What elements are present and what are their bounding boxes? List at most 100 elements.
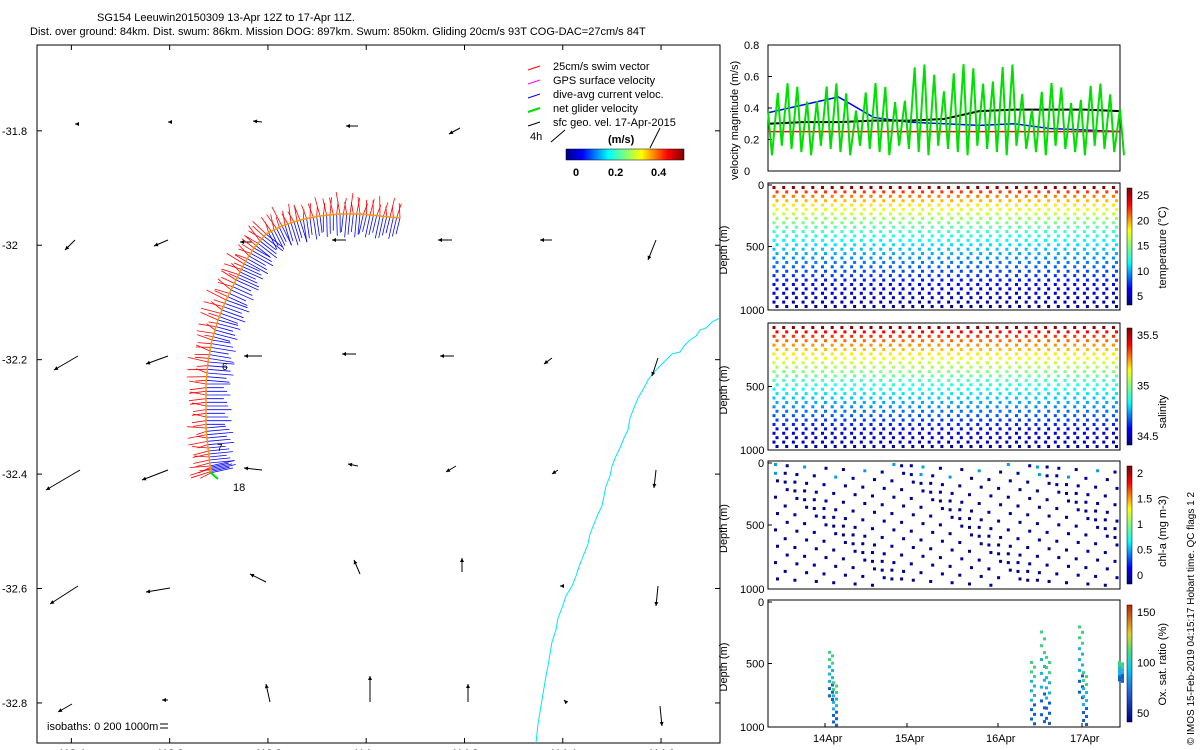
- scatter-marker: [869, 238, 873, 242]
- dac-vector: [290, 222, 299, 246]
- scatter-marker: [830, 370, 834, 374]
- scatter-marker: [950, 339, 954, 343]
- scatter-marker: [1092, 186, 1096, 189]
- scatter-marker: [879, 440, 883, 444]
- scatter-marker: [930, 243, 934, 247]
- scatter-marker: [772, 378, 776, 382]
- scatter-marker: [1035, 489, 1039, 493]
- scatter-marker: [900, 577, 904, 581]
- scatter-marker: [919, 505, 923, 509]
- scatter-marker: [987, 543, 991, 547]
- scatter-marker: [958, 573, 962, 577]
- scatter-marker: [966, 352, 970, 356]
- scatter-marker: [938, 523, 942, 527]
- scatter-marker: [774, 463, 777, 466]
- scatter-marker: [1027, 427, 1031, 431]
- scatter-marker: [1078, 690, 1081, 694]
- scatter-marker: [911, 374, 915, 378]
- scatter-marker: [872, 383, 876, 387]
- scatter-marker: [1044, 221, 1048, 225]
- scatter-marker: [1063, 282, 1067, 286]
- scatter-marker: [863, 558, 867, 562]
- scatter-marker: [801, 334, 805, 338]
- scatter-marker: [804, 400, 808, 404]
- scatter-marker: [850, 352, 854, 356]
- scatter-marker: [1105, 409, 1109, 413]
- scatter-marker: [1082, 370, 1086, 374]
- scatter-marker: [785, 243, 789, 247]
- scatter-marker: [1043, 637, 1046, 641]
- scatter-marker: [821, 414, 824, 418]
- scatter-marker: [772, 414, 776, 418]
- scatter-marker: [927, 422, 931, 426]
- scatter-marker: [879, 326, 883, 329]
- scatter-marker: [979, 190, 983, 194]
- scatter-marker: [1081, 674, 1084, 678]
- swim-vector: [195, 368, 208, 374]
- scatter-marker: [833, 208, 837, 212]
- scatter-marker: [1102, 343, 1106, 347]
- scatter-marker: [948, 564, 952, 568]
- scatter-marker: [882, 519, 886, 523]
- scatter-marker: [1024, 370, 1028, 374]
- scatter-marker: [985, 370, 989, 374]
- scatter-marker: [927, 440, 931, 444]
- colorbar-tick-label: 5: [1137, 291, 1143, 303]
- scatter-marker: [872, 445, 876, 448]
- scatter-marker: [1027, 445, 1031, 448]
- scatter-marker: [998, 225, 1002, 229]
- scatter-marker: [888, 405, 892, 409]
- scatter-marker: [1047, 445, 1051, 448]
- scatter-marker: [909, 464, 913, 468]
- scatter-marker: [871, 551, 874, 555]
- scatter-marker: [921, 296, 924, 300]
- track-label-18: 18: [233, 482, 245, 494]
- scatter-ytick-label: 500: [746, 242, 764, 254]
- swim-vector: [189, 387, 207, 391]
- scatter-marker: [950, 216, 954, 220]
- scatter-marker: [908, 256, 912, 260]
- scatter-marker: [872, 296, 876, 300]
- scatter-marker: [782, 186, 786, 189]
- scatter-marker: [785, 374, 789, 378]
- scatter-marker: [985, 334, 989, 338]
- scatter-marker: [1112, 405, 1115, 409]
- scatter-ytick-label: 1000: [740, 722, 764, 734]
- scatter-marker: [1115, 199, 1118, 203]
- scatter-marker: [863, 534, 867, 538]
- scatter-marker: [985, 361, 989, 365]
- scatter-marker: [1053, 194, 1057, 198]
- scatter-marker: [911, 392, 915, 396]
- scatter-marker: [794, 208, 798, 212]
- scatter-marker: [783, 471, 787, 475]
- scatter-marker: [908, 203, 912, 207]
- scatter-marker: [835, 691, 838, 695]
- scatter-marker: [859, 405, 863, 409]
- scatter-marker: [888, 396, 892, 400]
- scatter-marker: [832, 491, 836, 495]
- scatter-marker: [1102, 265, 1106, 269]
- scatter-marker: [930, 305, 934, 308]
- scatter-marker: [985, 300, 989, 304]
- scatter-marker: [1056, 365, 1060, 369]
- scatter-marker: [1024, 212, 1028, 216]
- scatter-marker: [1095, 269, 1099, 273]
- scatter-marker: [1063, 194, 1067, 198]
- scatter-marker: [1076, 243, 1080, 247]
- swim-vector: [248, 225, 261, 242]
- scatter-marker: [1115, 519, 1119, 523]
- swim-vector: [281, 213, 289, 225]
- scatter-marker: [1105, 208, 1109, 212]
- scatter-marker: [927, 300, 931, 304]
- scatter-marker: [1027, 243, 1031, 247]
- scatter-marker: [791, 256, 795, 260]
- scatter-marker: [1024, 405, 1028, 409]
- scatter-marker: [979, 418, 983, 422]
- scatter-marker: [1073, 361, 1077, 365]
- scatter-marker: [1063, 238, 1067, 242]
- scatter-marker: [940, 348, 944, 352]
- dac-vector: [259, 240, 277, 255]
- map-colorbar-tick-0.2: 0.2: [608, 167, 623, 179]
- scatter-marker: [1073, 343, 1077, 347]
- scatter-marker: [804, 296, 808, 300]
